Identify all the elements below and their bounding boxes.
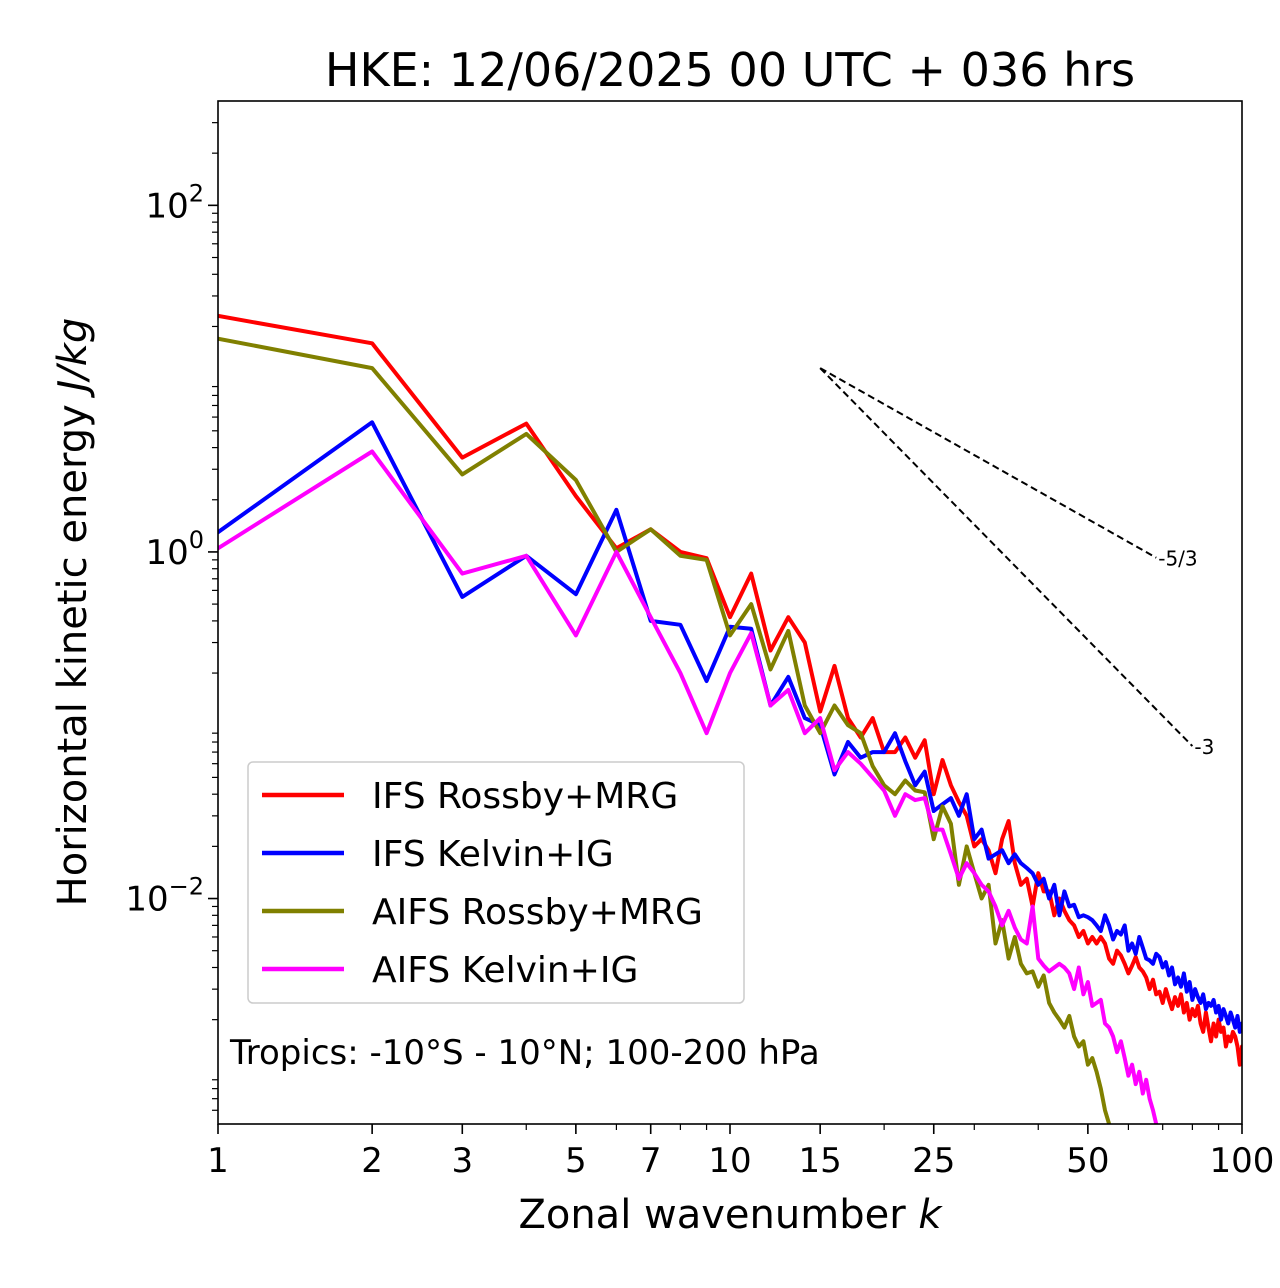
y-tick-label: 102 <box>145 179 204 226</box>
x-tick-label: 5 <box>565 1141 587 1181</box>
y-axis-label-units: J/kg <box>50 318 96 399</box>
y-tick-label: 10−2 <box>125 873 204 920</box>
series-layer <box>218 313 1242 1124</box>
x-tick-label: 15 <box>799 1141 842 1181</box>
x-tick-labels: 1 2 3 5 7 10 15 25 50 100 <box>207 1141 1274 1181</box>
x-tick-label: 25 <box>912 1141 955 1181</box>
region-annotation: Tropics: -10°S - 10°N; 100-200 hPa <box>229 1033 820 1073</box>
slope-line-2 <box>819 367 1194 747</box>
y-tick-labels: 10−2 100 102 <box>125 179 204 919</box>
series-line-3 <box>218 336 1112 1124</box>
chart-title: HKE: 12/06/2025 00 UTC + 036 hrs <box>325 43 1135 97</box>
legend-label-2: IFS Kelvin+IG <box>372 834 614 875</box>
series-line-4 <box>218 449 1159 1124</box>
legend-label-4: AIFS Kelvin+IG <box>372 950 638 991</box>
x-tick-label: 10 <box>708 1141 751 1181</box>
x-tick-label: 2 <box>361 1141 383 1181</box>
reference-slope-lines: -5/3 -3 <box>819 367 1214 759</box>
x-axis-label-text: Zonal wavenumber <box>518 1192 906 1238</box>
x-tick-label: 7 <box>640 1141 662 1181</box>
x-tick-label: 1 <box>207 1141 229 1181</box>
y-axis-label-text: Horizontal kinetic energy <box>50 404 96 906</box>
x-tick-label: 50 <box>1066 1141 1109 1181</box>
legend-label-3: AIFS Rossby+MRG <box>372 892 703 933</box>
legend-label-1: IFS Rossby+MRG <box>372 776 678 817</box>
slope-line-1 <box>819 367 1157 559</box>
x-tick-label: 100 <box>1210 1141 1275 1181</box>
legend-box <box>247 761 745 1004</box>
y-axis-label: Horizontal kinetic energy J/kg <box>50 318 96 907</box>
plot-frame <box>217 100 1243 1125</box>
x-tick-label: 3 <box>451 1141 473 1181</box>
y-tick-label: 100 <box>145 526 204 573</box>
series-line-2 <box>218 420 1242 1034</box>
major-ticks <box>208 204 1243 1134</box>
slope-label-1: -5/3 <box>1158 547 1197 571</box>
x-axis-label: Zonal wavenumber k <box>518 1192 943 1238</box>
x-axis-label-variable: k <box>918 1192 943 1238</box>
slope-label-2: -3 <box>1194 735 1214 759</box>
legend: IFS Rossby+MRG IFS Kelvin+IG AIFS Rossby+M… <box>247 761 745 1004</box>
